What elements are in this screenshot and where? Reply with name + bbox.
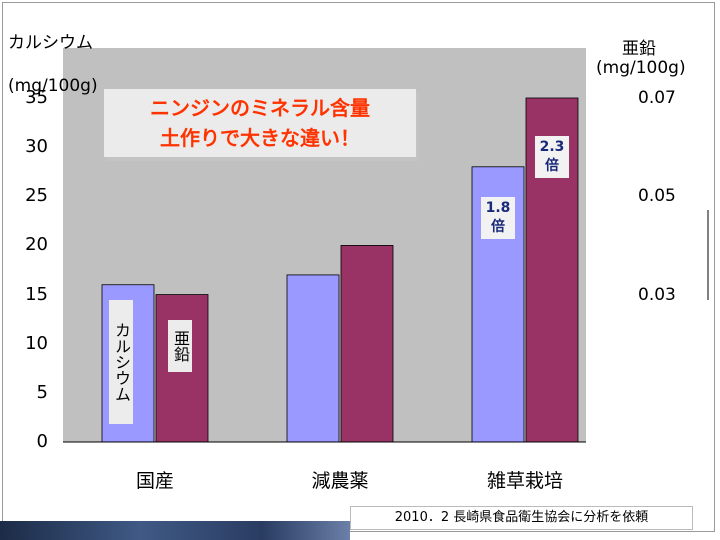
ratio-annotation-line: 2.3 (539, 139, 565, 155)
category-label: 減農薬 (311, 470, 369, 492)
left-tick-label: 5 (36, 381, 48, 403)
left-tick-label: 35 (25, 87, 48, 108)
left-tick-label: 10 (25, 332, 48, 354)
chart-title: ニンジンのミネラル含量 (150, 96, 370, 120)
plot-top-mask (112, 44, 586, 48)
headline-box: ニンジンのミネラル含量 土作りで大きな違い！ (104, 89, 416, 157)
ratio-annotation: 1.8 倍 (481, 196, 515, 239)
left-axis-title: カルシウム (8, 33, 93, 53)
right-tick-label: 0.03 (638, 284, 676, 305)
left-tick-label: 30 (25, 136, 48, 158)
left-tick-label: 20 (25, 234, 48, 256)
category-label: 雑草栽培 (486, 470, 563, 492)
right-tick-label: 0.07 (638, 88, 676, 108)
bottom-decoration (0, 521, 350, 540)
right-axis-unit: (mg/100g) (596, 58, 686, 78)
calcium-bar-1 (286, 274, 340, 443)
ratio-annotation-line: 1.8 (485, 199, 511, 216)
right-tick-label: 0.05 (638, 186, 676, 207)
source-footnote: 2010．2 長崎県食品衛生協会に分析を依頼 (350, 506, 693, 530)
category-label: 国産 (135, 470, 174, 492)
ratio-annotation-line: 倍 (545, 158, 559, 174)
slide-frame (2, 2, 715, 532)
zinc-bar-label: 亜鉛 (168, 320, 192, 372)
chart-subtitle: 土作りで大きな違い！ (160, 126, 360, 150)
left-tick-label: 25 (25, 185, 48, 207)
left-tick-label: 15 (25, 283, 48, 305)
left-tick-label: 0 (36, 431, 48, 452)
left-axis-unit: (mg/100g) (8, 76, 98, 96)
right-axis-title: 亜鉛 (622, 39, 656, 59)
zinc-bar-1 (340, 245, 394, 443)
calcium-bar-label: カルシウム (109, 300, 133, 424)
ratio-annotation-line: 倍 (491, 218, 505, 235)
ratio-annotation: 2.3 倍 (535, 136, 569, 178)
